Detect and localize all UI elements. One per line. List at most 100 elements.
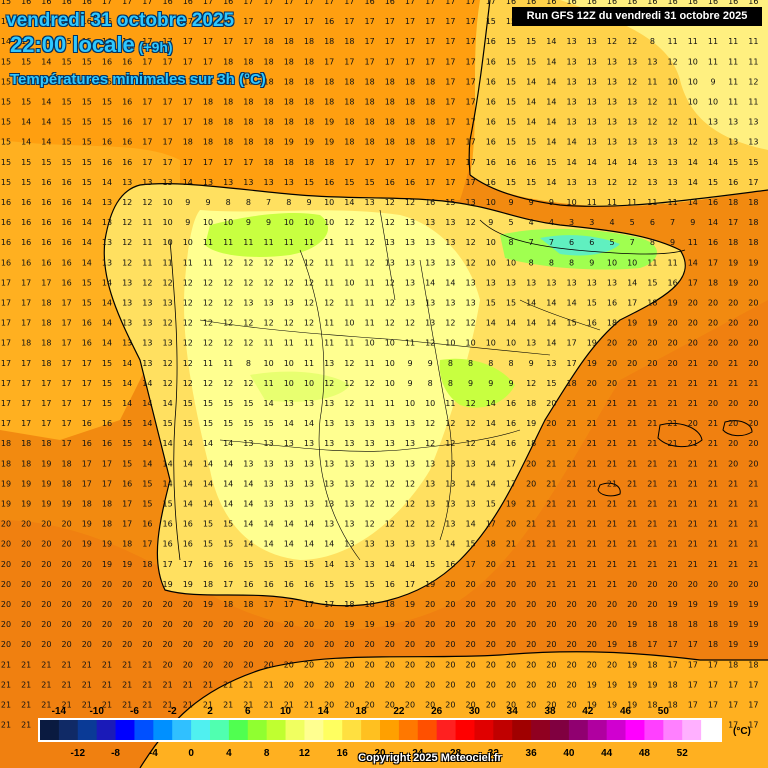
legend-labels-top: -14 -10 -6 -2 2 6 10 14 18 22 26 30 34 38 42 46 50 xyxy=(52,706,670,717)
grid-value: 12 xyxy=(647,98,657,107)
grid-value: 12 xyxy=(647,118,657,127)
legend-swatch xyxy=(40,720,60,740)
grid-value: 15 xyxy=(223,520,233,529)
grid-value: 20 xyxy=(21,560,31,569)
grid-value: 20 xyxy=(466,680,476,689)
grid-value: 17 xyxy=(203,57,213,66)
grid-value: 15 xyxy=(1,158,11,167)
grid-value: 16 xyxy=(607,0,617,6)
grid-value: 13 xyxy=(284,299,294,308)
grid-value: 12 xyxy=(607,37,617,46)
grid-value: 13 xyxy=(142,339,152,348)
grid-value: 17 xyxy=(62,319,72,328)
grid-value: 14 xyxy=(41,98,51,107)
grid-value: 17 xyxy=(567,339,577,348)
grid-value: 13 xyxy=(425,540,435,549)
grid-value: 21 xyxy=(688,459,698,468)
grid-value: 17 xyxy=(466,98,476,107)
grid-value: 17 xyxy=(425,158,435,167)
grid-value: 17 xyxy=(486,0,496,6)
grid-value: 17 xyxy=(405,0,415,6)
grid-value: 13 xyxy=(324,479,334,488)
grid-value: 12 xyxy=(183,319,193,328)
grid-value: 12 xyxy=(385,319,395,328)
grid-value: 16 xyxy=(668,278,678,287)
grid-value: 20 xyxy=(243,660,253,669)
grid-value: 13 xyxy=(647,158,657,167)
grid-value: 20 xyxy=(526,479,536,488)
grid-value: 16 xyxy=(62,218,72,227)
grid-value: 19 xyxy=(405,600,415,609)
grid-value: 20 xyxy=(344,640,354,649)
grid-value: 20 xyxy=(728,399,738,408)
grid-value: 20 xyxy=(748,278,758,287)
grid-value: 21 xyxy=(506,560,516,569)
grid-value: 14 xyxy=(243,520,253,529)
grid-value: 18 xyxy=(223,138,233,147)
legend-tick-label: 12 xyxy=(299,748,311,759)
grid-value: 8 xyxy=(246,359,251,368)
mediterranean-zone xyxy=(0,300,768,768)
legend-swatch xyxy=(134,720,154,740)
grid-value: 10 xyxy=(304,379,314,388)
grid-value: 20 xyxy=(708,399,718,408)
legend-swatch xyxy=(380,720,400,740)
grid-value: 18 xyxy=(223,600,233,609)
grid-value: 18 xyxy=(41,439,51,448)
grid-value: 21 xyxy=(708,560,718,569)
grid-value: 20 xyxy=(526,680,536,689)
grid-value: 12 xyxy=(466,238,476,247)
grid-value: 18 xyxy=(264,98,274,107)
grid-value: 20 xyxy=(82,580,92,589)
grid-value: 17 xyxy=(365,37,375,46)
pyrenees-cold-core xyxy=(540,235,620,256)
grid-value: 17 xyxy=(385,37,395,46)
grid-value: 21 xyxy=(668,419,678,428)
grid-value: 20 xyxy=(466,701,476,710)
grid-value: 17 xyxy=(163,560,173,569)
grid-value: 17 xyxy=(21,278,31,287)
grid-value: 13 xyxy=(526,278,536,287)
grid-value: 18 xyxy=(567,379,577,388)
grid-value: 15 xyxy=(506,178,516,187)
grid-value: 13 xyxy=(506,278,516,287)
grid-value: 21 xyxy=(627,439,637,448)
grid-value: 15 xyxy=(82,158,92,167)
grid-value: 20 xyxy=(183,660,193,669)
grid-value: 17 xyxy=(41,419,51,428)
grid-value: 10 xyxy=(425,399,435,408)
grid-value: 15 xyxy=(506,98,516,107)
grid-value: 20 xyxy=(405,701,415,710)
grid-value: 16 xyxy=(183,540,193,549)
grid-row: 15 14 14 15 15 16 16 17 17 18 18 18 18 18 19 19 19 18 18 18… xyxy=(1,138,759,147)
grid-value: 10 xyxy=(688,57,698,66)
grid-value: 16 xyxy=(62,258,72,267)
grid-value: 17 xyxy=(82,399,92,408)
grid-value: 11 xyxy=(203,359,213,368)
grid-value: 17 xyxy=(728,218,738,227)
grid-value: 12 xyxy=(365,379,375,388)
grid-row: 20 20 20 20 20 20 20 20 20 20 19 18 18 17 17 17 17 18 18 18… xyxy=(1,600,759,609)
grid-value: 19 xyxy=(647,680,657,689)
grid-value: 20 xyxy=(385,701,395,710)
grid-value: 15 xyxy=(243,560,253,569)
grid-row: 15 15 14 15 15 15 16 16 17 17 18 18 18 18 18 18 18 18 18 18… xyxy=(1,77,759,86)
grid-value: 12 xyxy=(304,278,314,287)
grid-value: 18 xyxy=(748,660,758,669)
grid-value: 14 xyxy=(122,359,132,368)
grid-value: 12 xyxy=(405,520,415,529)
grid-value: 19 xyxy=(748,258,758,267)
grid-value: 3 xyxy=(569,218,574,227)
grid-value: 15 xyxy=(243,399,253,408)
grid-value: 15 xyxy=(82,299,92,308)
grid-value: 20 xyxy=(41,580,51,589)
grid-value: 15 xyxy=(425,560,435,569)
grid-value: 10 xyxy=(506,339,516,348)
grid-value: 15 xyxy=(102,118,112,127)
legend-swatch xyxy=(96,720,116,740)
legend-swatch xyxy=(587,720,608,740)
grid-row: 20 20 20 20 20 20 20 20 20 20 20 20 20 20 20 20 20 19 19 19… xyxy=(1,620,759,629)
grid-value: 17 xyxy=(284,0,294,6)
grid-value: 19 xyxy=(728,258,738,267)
grid-value: 18 xyxy=(344,37,354,46)
